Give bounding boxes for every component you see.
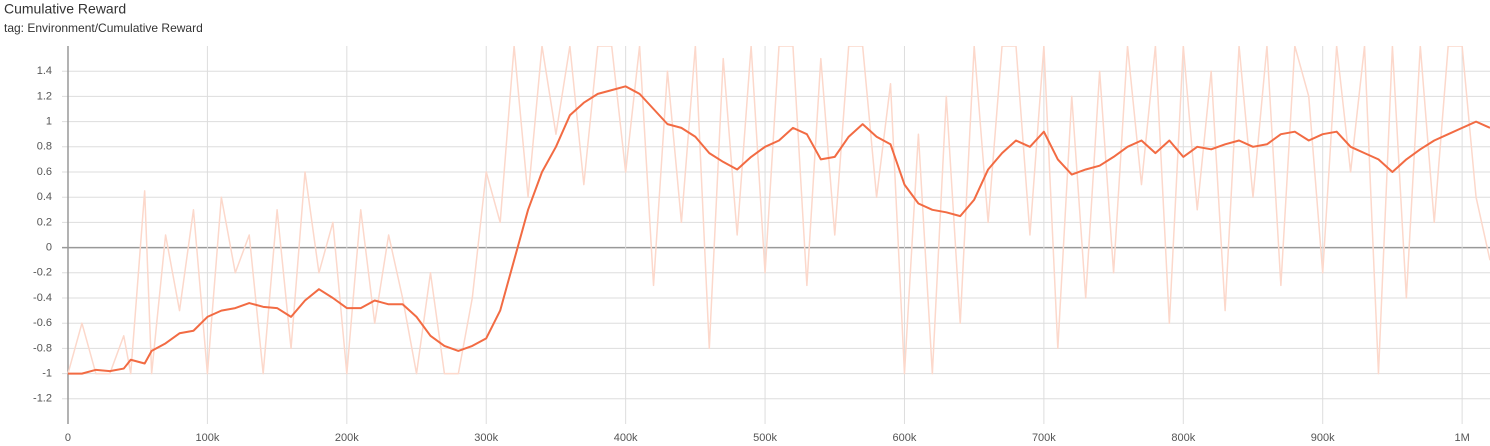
series-line	[67, 46, 1490, 375]
y-tick-label: -1.2	[33, 393, 52, 405]
y-tick-label: -0.6	[33, 317, 52, 329]
series-line	[67, 85, 1490, 375]
y-tick-label: 0	[46, 242, 52, 254]
x-tick-label: 400k	[614, 432, 638, 444]
y-tick-label: 0.6	[37, 166, 52, 178]
x-tick-label: 500k	[753, 432, 777, 444]
y-tick-label: -1	[42, 368, 52, 380]
y-tick-label: 0.8	[37, 141, 52, 153]
chart-subtitle: tag: Environment/Cumulative Reward	[4, 21, 203, 35]
x-tick-label: 1M	[1454, 432, 1469, 444]
x-tick-label: 800k	[1171, 432, 1195, 444]
x-tick-label: 600k	[893, 432, 917, 444]
x-tick-label: 100k	[195, 432, 219, 444]
plot-lines	[67, 46, 1490, 375]
chart-title: Cumulative Reward	[4, 1, 126, 17]
y-tick-label: 0.4	[37, 191, 52, 203]
x-tick-label: 300k	[474, 432, 498, 444]
y-tick-label: 1.2	[37, 90, 52, 102]
y-tick-label: 1	[46, 116, 52, 128]
x-tick-label: 200k	[335, 432, 359, 444]
y-tick-label: -0.4	[33, 292, 52, 304]
x-tick-label: 0	[65, 432, 71, 444]
x-tick-label: 700k	[1032, 432, 1056, 444]
y-tick-label: -0.8	[33, 342, 52, 354]
y-tick-label: -0.2	[33, 267, 52, 279]
y-tick-label: 1.4	[37, 65, 52, 77]
x-tick-label: 900k	[1311, 432, 1335, 444]
y-tick-label: 0.2	[37, 216, 52, 228]
